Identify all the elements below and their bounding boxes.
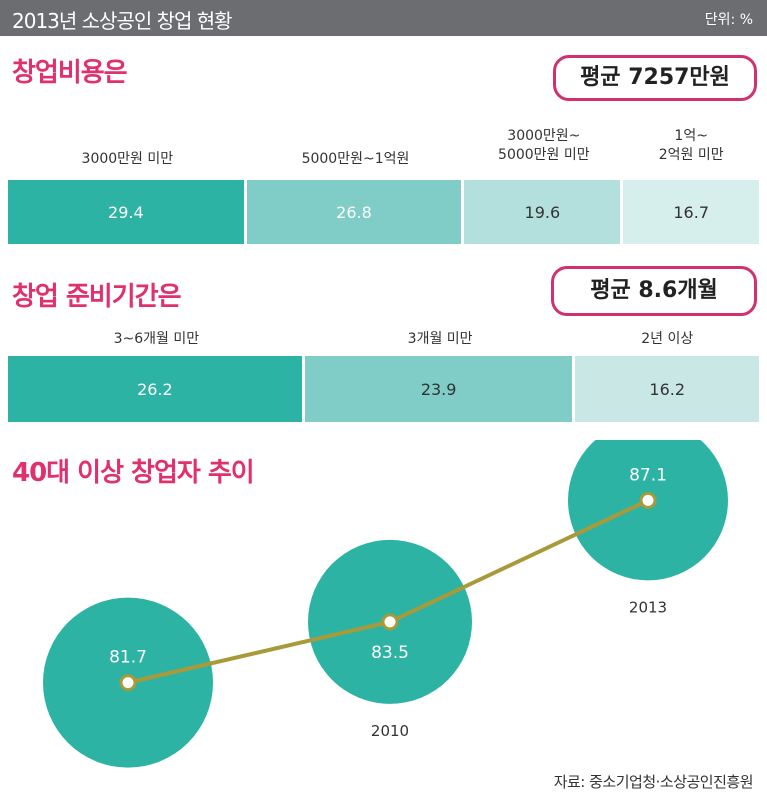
category-label: 3~6개월 미만 <box>113 331 200 347</box>
bar-value-label: 19.6 <box>524 202 561 222</box>
cost-section-title: 창업비용은 <box>12 58 128 88</box>
cost-stacked-bar: 29.4 26.8 19.6 16.7 <box>8 180 759 244</box>
trend-section-title: 40대 이상 창업자 추이 <box>12 458 255 488</box>
period-stacked-bar: 26.2 23.9 16.2 <box>8 356 759 422</box>
bar-value-label: 23.9 <box>420 379 457 399</box>
bar-value-label: 16.7 <box>673 202 709 222</box>
unit-label: 단위: % <box>704 12 753 28</box>
point-value-label: 81.7 <box>109 648 147 668</box>
bar-segment: 26.8 <box>246 180 462 244</box>
bar-value-label: 29.4 <box>108 202 144 222</box>
source-note: 자료: 중소기업청·소상공인진흥원 <box>553 773 754 791</box>
data-point <box>119 674 137 692</box>
category-label: 5000만원~1억원 <box>301 151 410 167</box>
bar-value-label: 26.8 <box>336 202 372 222</box>
category-label: 2년 이상 <box>641 331 694 347</box>
data-point <box>381 613 399 631</box>
point-value-label: 87.1 <box>629 465 667 485</box>
bar-value-label: 26.2 <box>137 379 173 399</box>
header-bar: 2013년 소상공인 창업 현황 단위: % <box>0 0 767 36</box>
x-tick-label: 2013 <box>629 598 667 616</box>
bar-segment: 29.4 <box>8 180 244 244</box>
bar-segment: 26.2 <box>8 356 302 422</box>
bar-segment: 16.7 <box>623 180 759 244</box>
bar-segment: 16.2 <box>575 356 759 422</box>
bar-segment: 19.6 <box>464 180 621 244</box>
category-label: 3개월 미만 <box>407 331 473 347</box>
category-label: 1억~ 2억원 미만 <box>658 128 724 163</box>
x-tick-label: 2010 <box>371 722 409 740</box>
period-average-box: 평균 8.6개월 <box>551 266 757 316</box>
point-value-label: 83.5 <box>371 643 409 663</box>
data-point <box>639 491 657 509</box>
category-label: 3000만원 미만 <box>81 151 174 167</box>
cost-average-box: 평균 7257만원 <box>553 55 757 101</box>
bar-segment: 23.9 <box>304 356 573 422</box>
bubble <box>568 440 728 581</box>
header-title: 2013년 소상공인 창업 현황 <box>12 9 233 33</box>
period-section-title: 창업 준비기간은 <box>12 282 181 312</box>
category-label: 3000만원~ 5000만원 미만 <box>498 128 590 163</box>
bar-value-label: 16.2 <box>649 379 686 399</box>
